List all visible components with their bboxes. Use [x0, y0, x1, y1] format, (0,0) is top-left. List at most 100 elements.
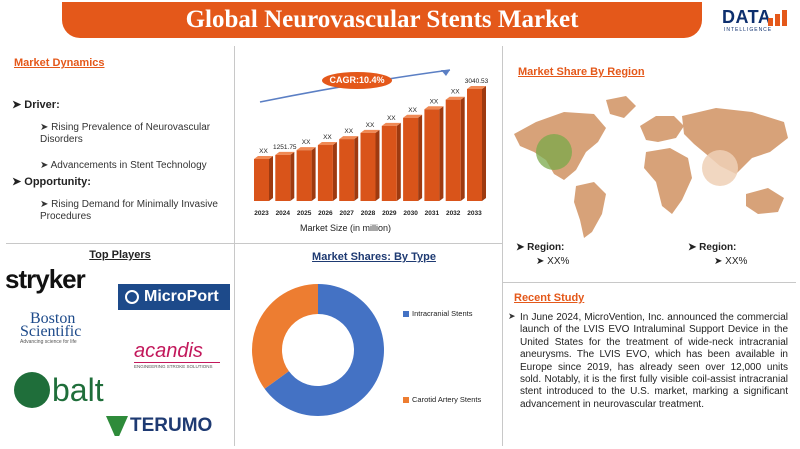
- region-2-value: ➤ XX%: [714, 256, 747, 267]
- region-2-value-text: XX%: [725, 256, 748, 267]
- divider: [6, 243, 502, 244]
- market-size-bar-chart: XX 2023 1251.75 2024 XX 2025 XX 2026 XX 2027 XX 202…: [254, 69, 489, 217]
- x-tick-label: 2032: [446, 210, 461, 217]
- balt-mark-icon: [14, 372, 50, 408]
- bar-side: [311, 147, 316, 201]
- x-tick-label: 2030: [403, 210, 418, 217]
- acandis-name: acandis: [134, 340, 203, 362]
- terumo-mark-icon: [106, 416, 128, 436]
- asia-shape: [682, 108, 788, 174]
- title-banner: Global Neurovascular Stents Market: [62, 2, 702, 38]
- bar-side: [290, 151, 295, 201]
- region-title: Market Share By Region: [518, 66, 645, 78]
- top-players-title: Top Players: [89, 249, 151, 261]
- donut-title: Market Shares: By Type: [312, 251, 436, 263]
- bar-data-label: XX: [408, 107, 417, 114]
- x-tick-label: 2033: [467, 210, 482, 217]
- chevron-right-icon: ➤: [508, 311, 516, 321]
- bar: [275, 154, 291, 201]
- driver-label: Driver:: [24, 99, 60, 111]
- bar-top: [296, 147, 316, 151]
- bar: [317, 145, 333, 201]
- bar-top: [339, 136, 359, 140]
- opportunity-heading: ➤ Opportunity:: [12, 175, 91, 188]
- bar-side: [482, 86, 486, 201]
- bar-top: [467, 86, 486, 89]
- balt-name: balt: [52, 372, 104, 408]
- bar-side: [396, 122, 401, 201]
- bar-data-label: 1251.75: [273, 144, 297, 151]
- bar-side: [332, 142, 337, 201]
- bar-top: [360, 129, 380, 133]
- bar-data-label: XX: [323, 134, 332, 141]
- opportunity-text: Rising Demand for Minimally Invasive Pro…: [40, 199, 218, 222]
- bar-data-label: XX: [259, 148, 268, 155]
- x-tick-label: 2026: [318, 210, 333, 217]
- logo-bars-icon: [768, 8, 792, 26]
- bar-side: [418, 114, 423, 201]
- divider: [502, 282, 796, 283]
- legend-intracranial: Intracranial Stents: [403, 309, 472, 318]
- acandis-tagline: ENGINEERING STROKE SOLUTIONS: [134, 362, 220, 369]
- bar: [424, 109, 440, 201]
- europe-shape: [640, 116, 684, 142]
- bar-top: [381, 122, 401, 126]
- boston-scientific-logo: Boston Scientific Advancing science for …: [20, 311, 110, 346]
- australia-shape: [746, 188, 784, 214]
- driver-item: ➤ Advancements in Stent Technology: [40, 160, 230, 172]
- region-1-value-text: XX%: [547, 256, 570, 267]
- donut-slice: [264, 284, 384, 416]
- microport-name: MicroPort: [144, 288, 219, 305]
- x-tick-label: 2029: [382, 210, 397, 217]
- chevron-right-icon: ➤: [12, 176, 22, 188]
- x-tick-label: 2024: [276, 210, 291, 217]
- x-tick-label: 2023: [254, 210, 269, 217]
- header: Global Neurovascular Stents Market DATA …: [0, 0, 800, 40]
- logo-text: DATA: [722, 7, 772, 27]
- chevron-right-icon: ➤: [516, 242, 525, 253]
- chevron-right-icon: ➤: [714, 256, 723, 267]
- cagr-arrow-head-icon: [441, 70, 450, 76]
- stryker-logo: stryker: [5, 264, 86, 294]
- bar-side: [460, 96, 465, 201]
- bar-side: [269, 156, 273, 201]
- legend-swatch-blue: [403, 311, 409, 318]
- x-tick-label: 2028: [361, 210, 376, 217]
- region-highlight-asia: [702, 150, 738, 186]
- x-tick-label: 2027: [339, 210, 354, 217]
- boston-tagline: Advancing science for life: [20, 339, 77, 345]
- chart-caption: Market Size (in million): [300, 223, 392, 233]
- legend-intracranial-label: Intracranial Stents: [412, 309, 473, 318]
- type-donut-chart: [252, 284, 384, 416]
- chevron-right-icon: ➤: [40, 160, 49, 171]
- bar-data-label: XX: [344, 128, 353, 135]
- bar-top: [275, 151, 295, 155]
- bar-data-label: XX: [366, 122, 375, 129]
- bar-data-label: XX: [451, 89, 460, 96]
- brand-logo: DATA INTELLIGENCE: [712, 6, 794, 34]
- africa-shape: [644, 148, 692, 214]
- market-size-chart: XX 2023 1251.75 2024 XX 2025 XX 2026 XX 2027 XX 202…: [240, 64, 492, 244]
- world-map: [514, 96, 788, 238]
- bar-side: [354, 136, 359, 201]
- microport-mark-icon: [125, 290, 139, 304]
- chevron-right-icon: ➤: [40, 199, 49, 210]
- bar-data-label: XX: [302, 139, 311, 146]
- bar-side: [375, 129, 380, 201]
- donut-slice: [252, 284, 318, 389]
- opportunity-item: ➤ Rising Demand for Minimally Invasive P…: [40, 199, 220, 223]
- chevron-right-icon: ➤: [536, 256, 545, 267]
- legend-carotid: Carotid Artery Stents: [403, 395, 481, 404]
- x-tick-label: 2031: [425, 210, 440, 217]
- recent-study-text: In June 2024, MicroVention, Inc. announc…: [520, 312, 788, 410]
- page-title: Global Neurovascular Stents Market: [185, 6, 579, 33]
- bar-data-label: XX: [387, 115, 396, 122]
- greenland-shape: [606, 96, 636, 118]
- legend-carotid-label: Carotid Artery Stents: [412, 395, 482, 404]
- bar-data-label: XX: [430, 98, 439, 105]
- terumo-logo: TERUMO: [106, 414, 226, 438]
- region-2-label: ➤ Region:: [688, 242, 736, 253]
- region-1-label-text: Region:: [527, 242, 565, 253]
- bar-data-label: 3040.53: [465, 78, 489, 85]
- bar: [445, 99, 461, 201]
